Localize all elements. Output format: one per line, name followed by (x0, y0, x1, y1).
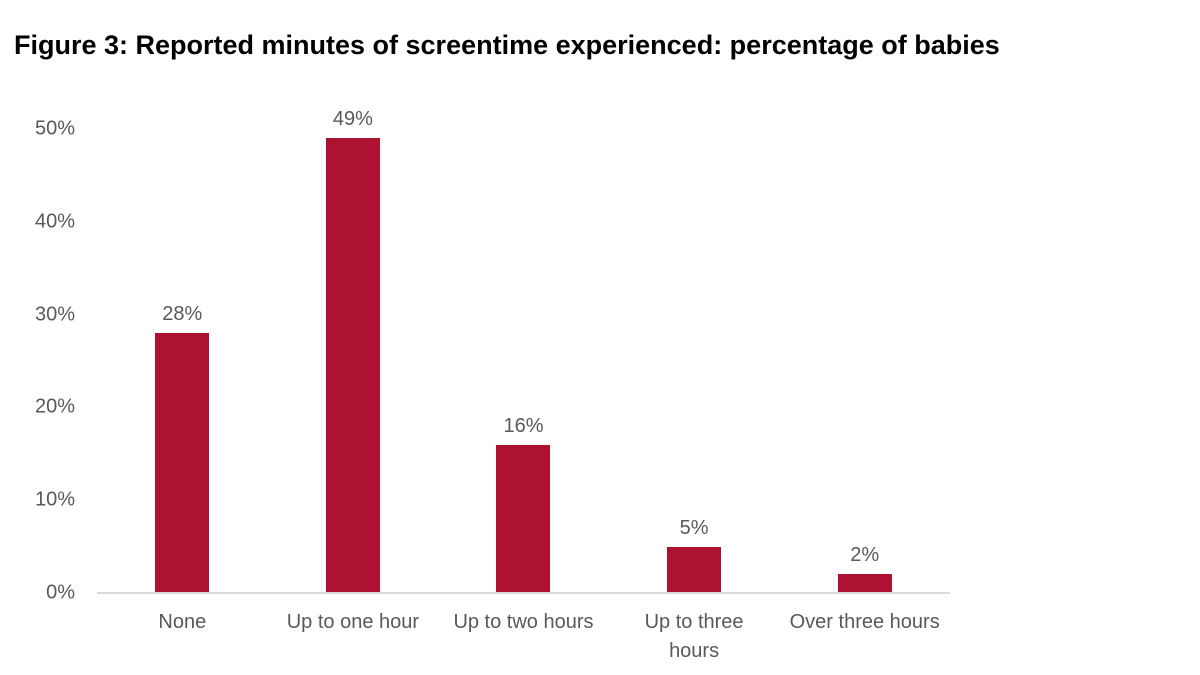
y-tick-label: 40% (34, 210, 75, 233)
bar (496, 444, 551, 593)
bar-slot: 5% (609, 129, 780, 593)
x-category-label: Up to two hours (453, 611, 594, 633)
chart-title: Figure 3: Reported minutes of screentime… (14, 30, 1000, 60)
bar-value-label: 2% (850, 544, 880, 567)
bar-slot: 49% (268, 108, 439, 593)
bar (155, 333, 210, 593)
plot-area: 28% 49% 16% 5% 2% (97, 108, 950, 593)
bar-value-label: 5% (679, 516, 709, 539)
x-category-label: Over three hours (789, 611, 940, 633)
bar (667, 546, 722, 593)
bar-value-label: 49% (332, 108, 373, 131)
y-tick-label: 0% (46, 581, 75, 604)
y-tick-label: 50% (34, 117, 75, 140)
bar-slot: 28% (97, 129, 268, 593)
bar-value-label: 28% (162, 303, 203, 326)
x-axis-line (97, 592, 950, 594)
bar-slot: 16% (438, 129, 609, 593)
x-category-label: Up to one hour (286, 611, 420, 633)
y-axis: 0% 10% 20% 30% 40% 50% (0, 118, 75, 604)
bar-slot: 2% (779, 129, 950, 593)
bar-value-label: 16% (503, 414, 544, 437)
x-category-label: None (158, 611, 207, 633)
bar (837, 574, 892, 593)
y-tick-label: 30% (34, 303, 75, 326)
y-tick-label: 20% (34, 395, 75, 418)
y-tick-label: 10% (34, 488, 75, 511)
bar (325, 138, 380, 593)
x-axis-labels: None Up to one hour Up to two hours Up to t… (97, 608, 950, 666)
x-category-label: Up to three hours (644, 611, 744, 662)
